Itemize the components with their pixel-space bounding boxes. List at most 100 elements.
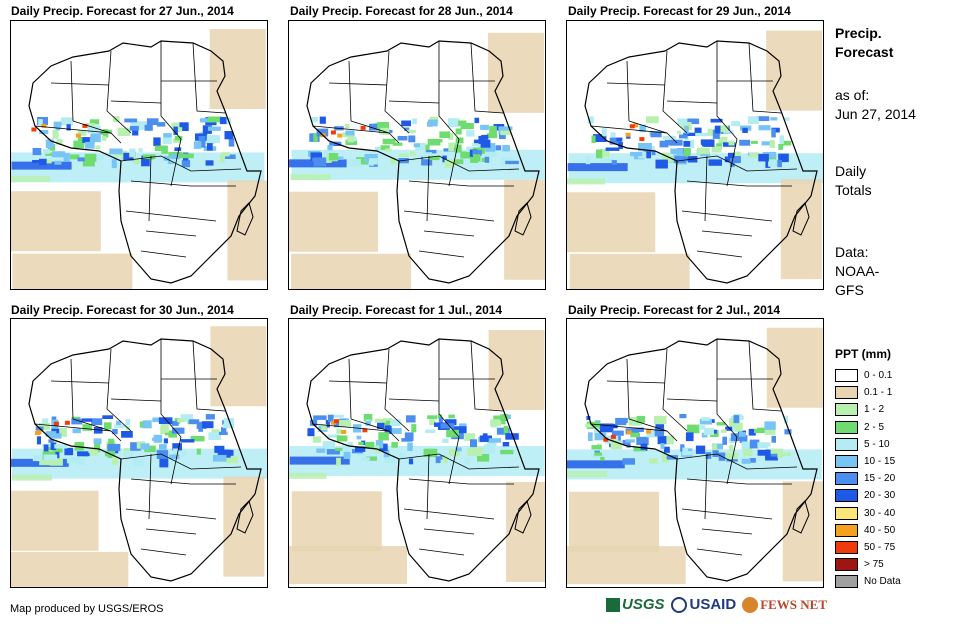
ocean-precip-area — [12, 253, 133, 289]
precip-cell — [316, 448, 326, 453]
precip-cell — [347, 441, 353, 447]
precip-cell — [758, 125, 771, 131]
madagascar-coastline — [792, 202, 810, 236]
precip-cell — [638, 143, 652, 152]
precip-cell — [454, 144, 462, 153]
precip-cell — [196, 448, 201, 455]
precip-cell — [54, 444, 68, 449]
africa-coastline — [306, 40, 540, 284]
precip-cell — [600, 149, 610, 158]
precip-cell — [761, 141, 773, 146]
precip-cell — [133, 158, 141, 165]
precip-cell — [164, 430, 174, 436]
country-border — [110, 100, 162, 104]
precip-cell — [489, 125, 497, 134]
precip-cell — [477, 454, 490, 462]
legend-swatch — [835, 369, 858, 383]
ocean-precip-area — [290, 174, 331, 181]
precip-cell — [45, 431, 57, 437]
precip-cell — [596, 149, 603, 159]
precip-cell — [742, 127, 748, 133]
precip-cell — [722, 436, 727, 445]
precip-cell — [473, 139, 480, 145]
precip-cell — [757, 449, 771, 456]
precip-cell — [89, 137, 95, 144]
precip-cell — [712, 450, 719, 457]
madagascar-coastline — [236, 500, 254, 534]
precip-cell — [102, 129, 109, 138]
precip-cell — [427, 119, 438, 127]
precip-cell — [500, 414, 509, 421]
precip-cell — [499, 131, 506, 139]
country-border — [716, 41, 738, 140]
precip-cell — [425, 144, 430, 153]
precip-cell — [429, 156, 440, 161]
precip-cell — [694, 127, 702, 136]
precip-cell — [664, 435, 674, 445]
precip-cell — [39, 456, 53, 466]
country-border — [701, 528, 753, 535]
precip-cell — [310, 117, 318, 123]
precip-cell — [769, 448, 784, 454]
precip-cell — [464, 458, 470, 465]
heavy-precip-cell — [64, 420, 70, 425]
precip-cell — [448, 142, 458, 152]
precip-cell — [180, 439, 195, 443]
precip-cell — [129, 148, 136, 158]
precip-cell — [697, 147, 710, 155]
precip-cell — [708, 159, 722, 166]
heavy-precip-cell — [82, 123, 88, 128]
precip-cell — [228, 138, 235, 147]
precip-cell — [39, 130, 49, 135]
precip-cell — [448, 133, 454, 140]
precip-cell — [718, 136, 728, 144]
precip-cell — [112, 456, 119, 465]
precip-cell — [668, 159, 681, 163]
usgs-logo: USGS — [606, 596, 665, 613]
precip-cell — [505, 433, 519, 440]
legend-row: 20 - 30 — [835, 487, 901, 504]
precip-cell — [725, 426, 738, 431]
country-border — [423, 230, 475, 237]
country-border — [418, 548, 465, 556]
precip-cell — [585, 423, 594, 428]
precip-cell — [60, 117, 74, 126]
country-border — [50, 82, 110, 86]
totals-block: Daily Totals — [835, 162, 872, 200]
precip-cell — [42, 418, 49, 424]
precip-cell — [361, 457, 370, 462]
precip-cell — [180, 153, 194, 159]
precip-cell — [327, 414, 334, 423]
country-border — [726, 138, 738, 187]
precip-cell — [406, 129, 416, 134]
precip-cell — [208, 116, 222, 123]
precip-cell — [52, 445, 63, 453]
precip-cell — [172, 427, 185, 434]
legend-row: 15 - 20 — [835, 470, 901, 487]
precip-cell — [345, 124, 350, 129]
country-border — [170, 138, 182, 187]
precip-cell — [407, 442, 413, 451]
precip-cell — [152, 417, 163, 423]
precip-cell — [358, 441, 364, 446]
precip-cell — [714, 125, 721, 134]
precip-cell — [452, 426, 466, 433]
precip-cell — [506, 414, 511, 419]
precip-cell — [223, 418, 235, 426]
precip-cell — [151, 437, 163, 441]
country-border — [140, 250, 187, 258]
country-border — [50, 380, 110, 384]
precip-cell — [700, 139, 713, 145]
precip-cell — [77, 157, 91, 162]
precip-cell — [101, 136, 107, 141]
forecast-map-3 — [566, 20, 824, 290]
precip-cell — [784, 429, 792, 435]
precip-cell — [442, 438, 449, 443]
precip-cell — [378, 432, 389, 441]
heavy-precip-cell — [629, 124, 635, 129]
country-border — [106, 348, 132, 432]
precip-cell — [327, 434, 340, 438]
precip-cell — [48, 439, 54, 443]
precip-cell — [695, 132, 709, 137]
precip-cell — [347, 134, 354, 143]
